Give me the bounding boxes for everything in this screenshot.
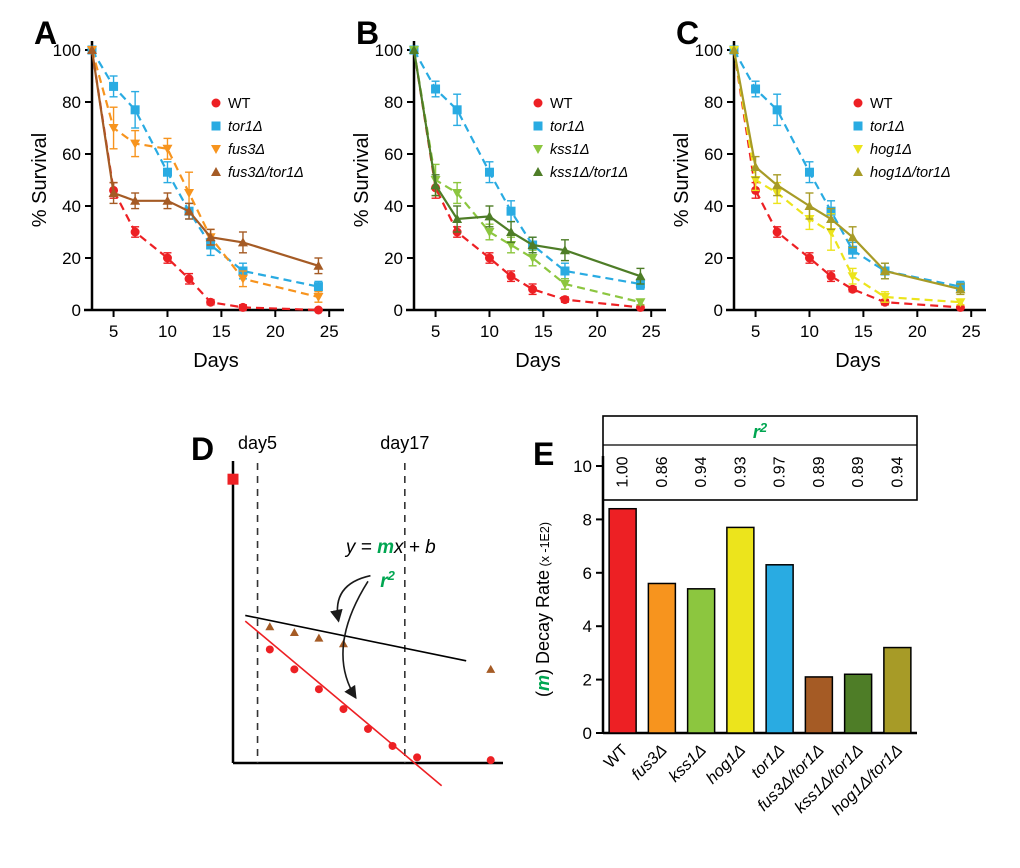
- svg-text:80: 80: [62, 93, 81, 112]
- panel-d: D day5 day17 y = mx + b r2: [185, 425, 515, 797]
- svg-text:day17: day17: [380, 433, 429, 453]
- svg-text:20: 20: [62, 249, 81, 268]
- svg-text:80: 80: [704, 93, 723, 112]
- svg-text:day5: day5: [238, 433, 277, 453]
- decay-fit-schematic: day5 day17 y = mx + b r2: [227, 433, 503, 787]
- svg-text:0.89: 0.89: [811, 456, 828, 487]
- svg-text:r2: r2: [380, 568, 395, 592]
- svg-text:0.86: 0.86: [654, 456, 671, 487]
- svg-text:4: 4: [583, 617, 592, 636]
- panel-c-letter: C: [676, 15, 700, 51]
- svg-text:2: 2: [583, 671, 592, 690]
- svg-text:15: 15: [212, 322, 231, 341]
- svg-text:20: 20: [908, 322, 927, 341]
- svg-text:8: 8: [583, 510, 592, 529]
- svg-text:WT: WT: [601, 741, 632, 772]
- svg-text:20: 20: [384, 249, 403, 268]
- svg-text:15: 15: [534, 322, 553, 341]
- svg-text:20: 20: [588, 322, 607, 341]
- svg-text:% Survival: % Survival: [352, 133, 373, 227]
- svg-text:0: 0: [583, 724, 592, 743]
- svg-text:10: 10: [800, 322, 819, 341]
- svg-text:25: 25: [320, 322, 339, 341]
- svg-text:10: 10: [573, 457, 592, 476]
- svg-text:0: 0: [714, 301, 723, 320]
- svg-text:20: 20: [704, 249, 723, 268]
- svg-text:1.00: 1.00: [615, 456, 632, 487]
- svg-text:Days: Days: [193, 350, 239, 372]
- svg-text:80: 80: [384, 93, 403, 112]
- panel-c: C 5 10 15 20 25 0 20 40 60 80 100 Days % Survival WT t…: [672, 15, 992, 415]
- svg-text:40: 40: [62, 197, 81, 216]
- svg-text:0: 0: [394, 301, 403, 320]
- svg-text:0: 0: [72, 301, 81, 320]
- svg-text:fus3Δ: fus3Δ: [228, 142, 265, 158]
- panel-b-letter: B: [356, 15, 380, 51]
- panel-e: E 0 2 4 6 8 10 (m) Decay Rate (x -1E2) WT fus3Δ k…: [525, 408, 955, 866]
- svg-text:kss1Δ/tor1Δ: kss1Δ/tor1Δ: [550, 165, 628, 181]
- svg-text:5: 5: [109, 322, 118, 341]
- svg-text:10: 10: [158, 322, 177, 341]
- svg-text:% Survival: % Survival: [672, 133, 693, 227]
- svg-text:40: 40: [704, 197, 723, 216]
- panel-a-letter: A: [34, 15, 58, 51]
- panel-d-letter: D: [191, 431, 215, 467]
- svg-text:Days: Days: [515, 350, 561, 372]
- svg-text:60: 60: [62, 145, 81, 164]
- panel-a: A 5 10 15 20 25 0 20 40 60 80 100 Days % Survival WT t…: [30, 15, 350, 415]
- svg-text:hog1Δ: hog1Δ: [703, 741, 750, 788]
- survival-chart-a: 5 10 15 20 25 0 20 40 60 80 100 Days % Survival WT tor…: [30, 41, 344, 372]
- svg-text:10: 10: [480, 322, 499, 341]
- svg-text:fus3Δ/tor1Δ: fus3Δ/tor1Δ: [228, 165, 304, 181]
- svg-text:kss1Δ: kss1Δ: [665, 741, 710, 786]
- svg-text:5: 5: [751, 322, 760, 341]
- svg-text:5: 5: [431, 322, 440, 341]
- svg-text:WT: WT: [228, 96, 251, 112]
- survival-chart-b: 5 10 15 20 25 0 20 40 60 80 100 Days % Survival WT tor…: [352, 41, 666, 372]
- svg-text:r2: r2: [753, 420, 768, 442]
- svg-text:25: 25: [642, 322, 661, 341]
- survival-chart-c: 5 10 15 20 25 0 20 40 60 80 100 Days % Survival WT tor…: [672, 41, 986, 372]
- svg-text:20: 20: [266, 322, 285, 341]
- svg-text:100: 100: [53, 41, 81, 60]
- svg-text:0.94: 0.94: [693, 456, 710, 487]
- svg-text:tor1Δ: tor1Δ: [550, 119, 585, 135]
- svg-text:40: 40: [384, 197, 403, 216]
- svg-text:tor1Δ: tor1Δ: [228, 119, 263, 135]
- svg-text:tor1Δ: tor1Δ: [870, 119, 905, 135]
- svg-text:fus3Δ: fus3Δ: [628, 741, 671, 784]
- svg-text:y = mx + b: y = mx + b: [344, 537, 436, 558]
- svg-text:WT: WT: [870, 96, 893, 112]
- svg-text:0.89: 0.89: [850, 456, 867, 487]
- svg-text:kss1Δ: kss1Δ: [550, 142, 590, 158]
- svg-text:(m) Decay Rate (x -1E2): (m) Decay Rate (x -1E2): [533, 522, 553, 697]
- decay-rate-bar-chart: 0 2 4 6 8 10 (m) Decay Rate (x -1E2) WTfus3Δkss…: [533, 415, 918, 819]
- svg-text:hog1Δ: hog1Δ: [870, 142, 912, 158]
- svg-text:0.93: 0.93: [732, 456, 749, 487]
- panel-e-letter: E: [533, 436, 555, 472]
- svg-text:WT: WT: [550, 96, 573, 112]
- svg-text:60: 60: [704, 145, 723, 164]
- panel-b: B 5 10 15 20 25 0 20 40 60 80 100 Days % Survival WT t…: [352, 15, 672, 415]
- svg-text:100: 100: [375, 41, 403, 60]
- svg-text:6: 6: [583, 564, 592, 583]
- svg-text:0.94: 0.94: [889, 456, 906, 487]
- svg-text:100: 100: [695, 41, 723, 60]
- svg-text:25: 25: [962, 322, 981, 341]
- svg-text:0.97: 0.97: [772, 456, 789, 487]
- svg-text:hog1Δ/tor1Δ: hog1Δ/tor1Δ: [870, 165, 951, 181]
- svg-text:% Survival: % Survival: [30, 133, 51, 227]
- svg-text:15: 15: [854, 322, 873, 341]
- svg-text:Days: Days: [835, 350, 881, 372]
- svg-text:60: 60: [384, 145, 403, 164]
